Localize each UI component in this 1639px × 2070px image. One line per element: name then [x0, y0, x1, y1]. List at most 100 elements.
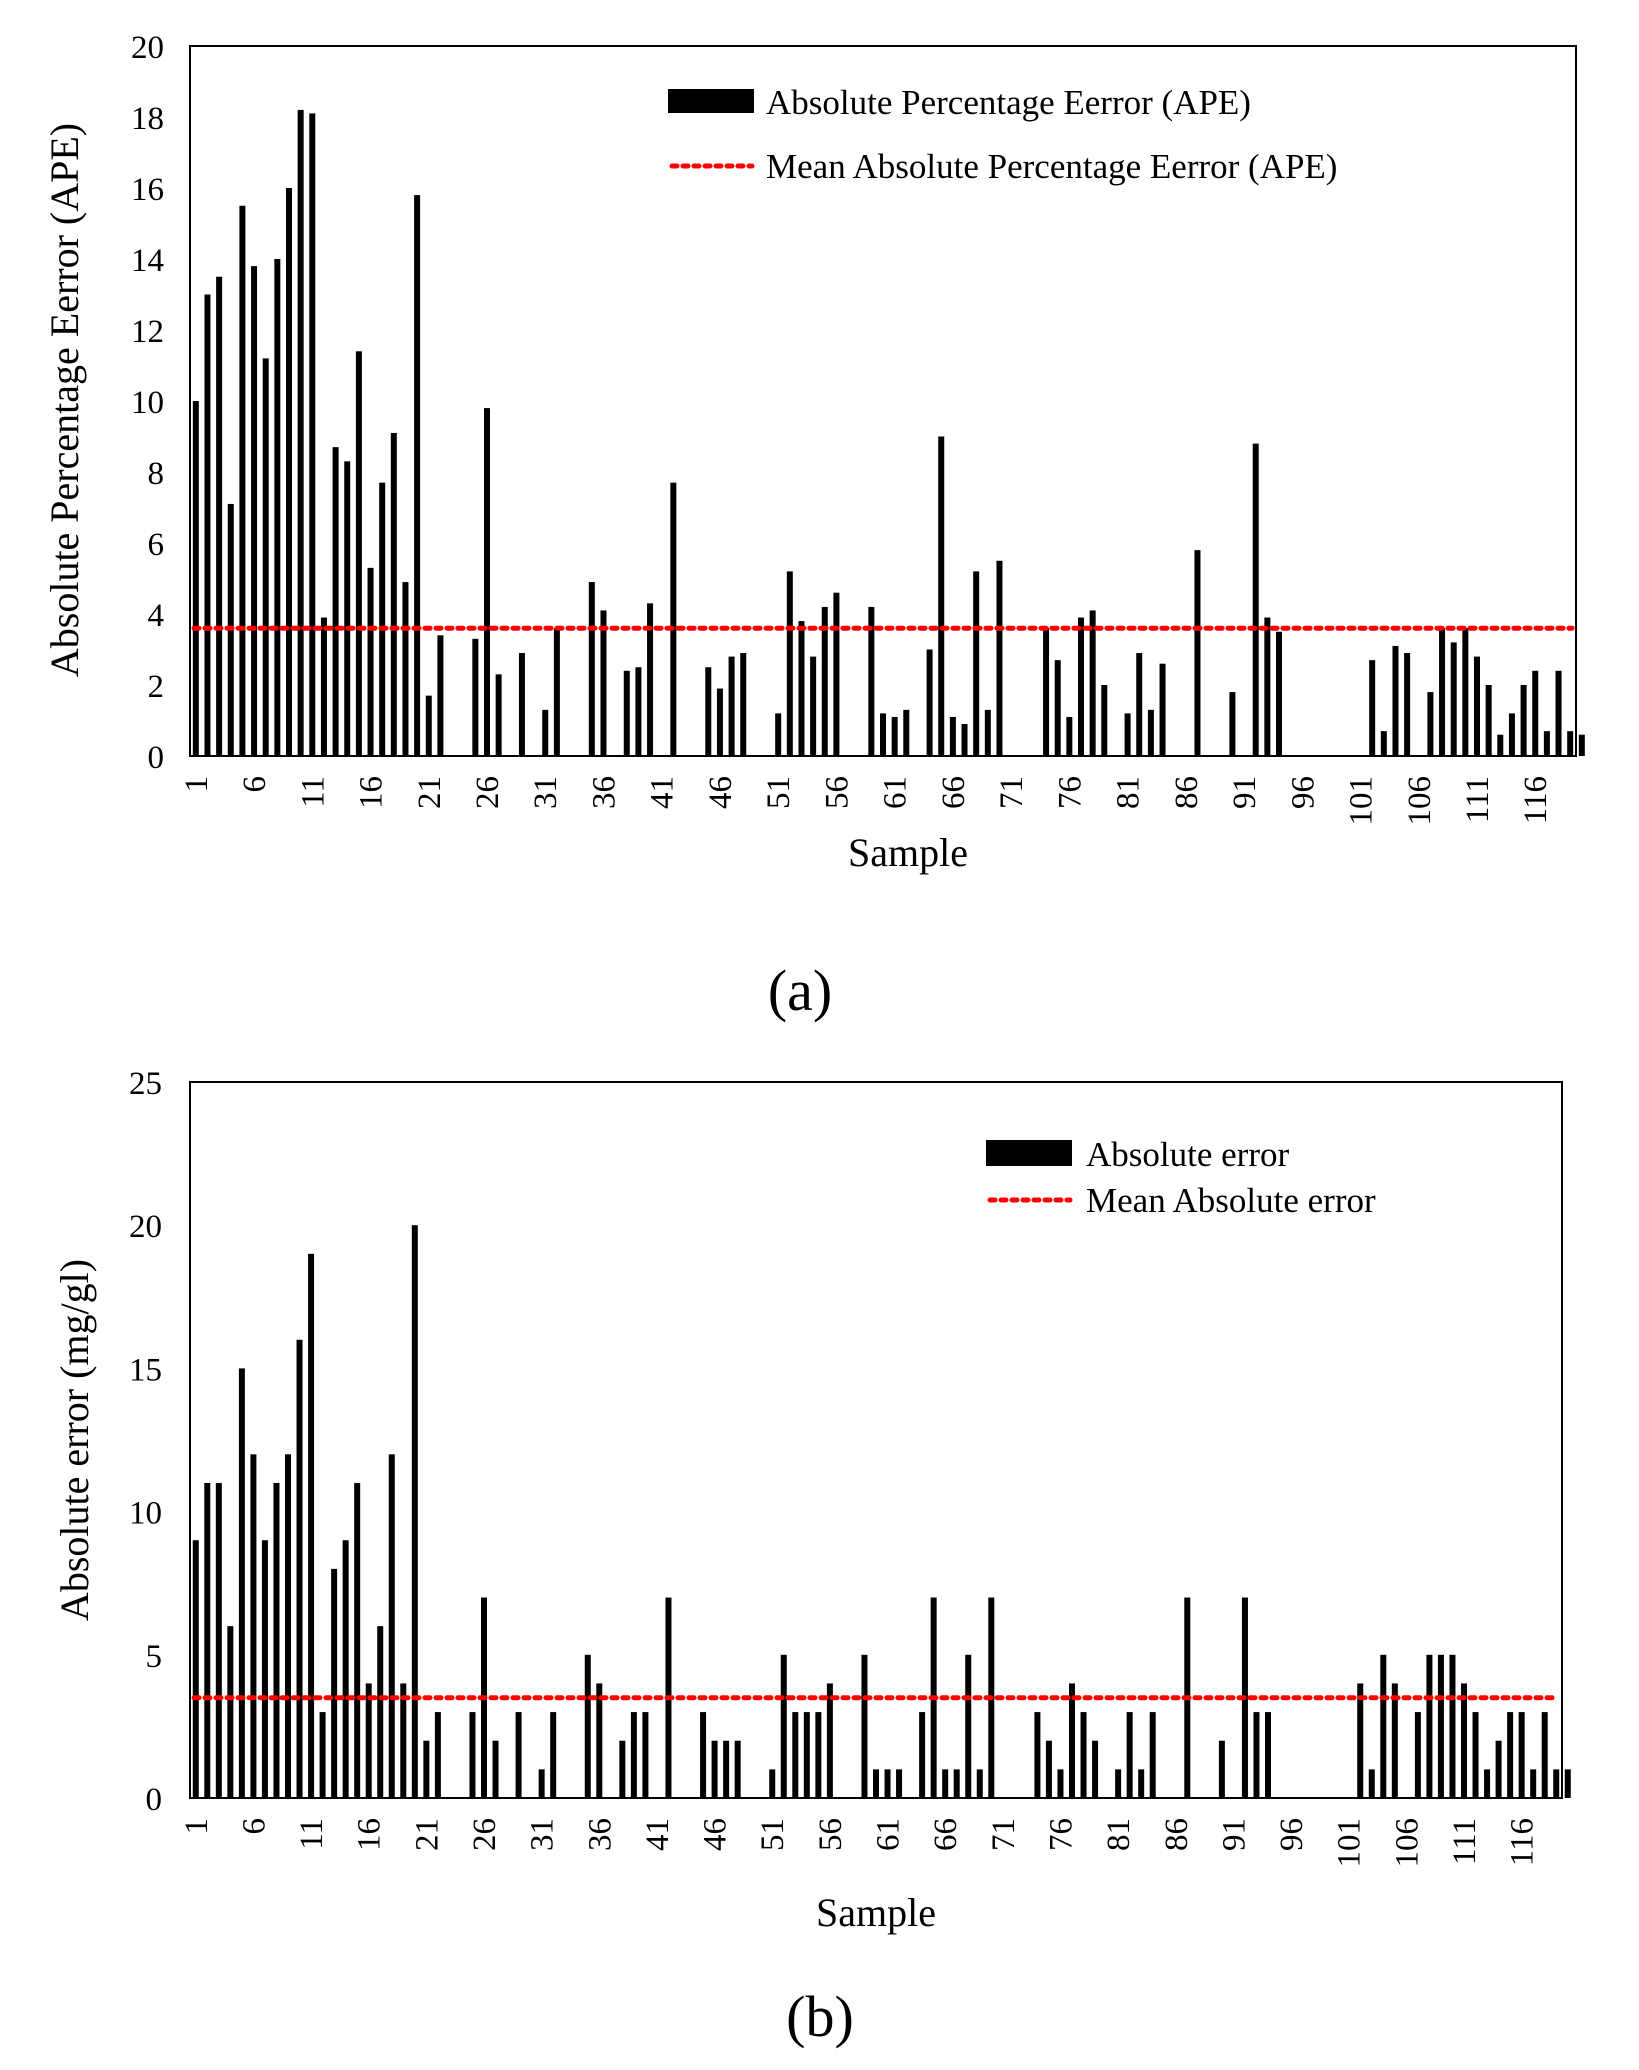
bar-a-8	[274, 259, 281, 756]
x-tick-label-b: 21	[409, 1818, 445, 1851]
bar-b-5	[238, 1368, 245, 1798]
bar-b-36	[596, 1683, 603, 1798]
y-axis-label-b: Absolute error (mg/gl)	[52, 1259, 97, 1621]
x-tick-label-b: 61	[871, 1818, 907, 1851]
bar-b-94	[1265, 1712, 1271, 1798]
bar-b-25	[469, 1712, 476, 1798]
y-tick-label-b: 5	[146, 1639, 163, 1675]
bar-a-119	[1567, 731, 1574, 756]
bar-b-39	[630, 1712, 637, 1798]
x-tick-label-a: 66	[936, 776, 972, 809]
bar-a-52	[786, 571, 793, 756]
bar-a-102	[1369, 660, 1376, 756]
bar-a-117	[1543, 731, 1550, 756]
bar-b-8	[273, 1482, 280, 1798]
x-axis-label-a: Sample	[848, 830, 968, 875]
bar-a-115	[1520, 685, 1527, 756]
x-tick-label-b: 106	[1389, 1818, 1425, 1868]
x-tick-label-a: 46	[703, 776, 739, 809]
legend-bar-swatch-a	[668, 89, 754, 113]
bar-b-56	[826, 1683, 833, 1798]
bar-b-66	[942, 1769, 949, 1798]
bar-b-62	[896, 1769, 903, 1798]
bar-b-117	[1530, 1769, 1537, 1798]
bar-a-120	[1578, 734, 1585, 756]
bar-b-6	[250, 1454, 257, 1798]
panel-label-a: (a)	[768, 958, 832, 1023]
x-axis-label-b: Sample	[816, 1890, 936, 1935]
bar-a-36	[600, 610, 607, 756]
bar-a-94	[1276, 631, 1282, 756]
x-tick-label-a: 101	[1344, 776, 1380, 826]
bar-b-21	[423, 1740, 430, 1798]
bar-a-111	[1474, 656, 1480, 756]
bar-b-13	[331, 1568, 338, 1798]
bar-a-103	[1380, 731, 1387, 756]
bar-a-62	[903, 709, 910, 756]
bar-a-79	[1101, 685, 1108, 756]
bar-a-54	[810, 656, 817, 756]
y-tick-label-a: 8	[148, 456, 165, 492]
bar-a-105	[1404, 653, 1411, 756]
bar-a-51	[775, 713, 782, 756]
y-tick-label-a: 4	[148, 598, 165, 634]
x-tick-label-a: 116	[1518, 776, 1554, 824]
bar-b-74	[1034, 1712, 1041, 1798]
bar-a-107	[1427, 692, 1434, 756]
x-tick-label-b: 91	[1216, 1818, 1252, 1851]
bar-a-55	[821, 606, 828, 756]
x-tick-label-b: 51	[755, 1818, 791, 1851]
bar-a-74	[1043, 628, 1050, 756]
x-tick-label-a: 111	[1460, 776, 1496, 823]
bar-b-48	[734, 1740, 741, 1798]
x-tick-label-b: 1	[179, 1818, 215, 1835]
bar-a-82	[1136, 653, 1143, 756]
bar-b-104	[1380, 1654, 1387, 1798]
bar-a-93	[1264, 617, 1271, 756]
bar-b-118	[1541, 1712, 1548, 1798]
bar-b-105	[1391, 1683, 1398, 1798]
bar-b-47	[723, 1740, 730, 1798]
bar-a-110	[1462, 628, 1469, 756]
legend-bar-label-b: Absolute error	[1086, 1135, 1289, 1174]
x-tick-label-b: 116	[1505, 1818, 1541, 1866]
x-tick-labels-b: 1 6 11 16 21 26 31 36 41 46 51 56 61 66 71 76 81 86 91 96 10…	[179, 1818, 1541, 1868]
y-tick-label-a: 6	[148, 527, 165, 563]
bar-a-48	[740, 653, 747, 756]
bar-b-114	[1495, 1740, 1502, 1798]
bar-b-46	[711, 1740, 718, 1798]
bar-a-6	[251, 266, 258, 756]
bar-b-81	[1115, 1769, 1122, 1798]
bar-b-32	[550, 1712, 557, 1798]
bar-a-114	[1508, 713, 1515, 756]
bar-b-18	[388, 1454, 395, 1798]
x-tick-label-a: 6	[237, 776, 273, 793]
bar-b-77	[1069, 1683, 1075, 1798]
bar-b-19	[400, 1683, 407, 1798]
bar-b-51	[769, 1769, 776, 1798]
bar-b-83	[1138, 1769, 1145, 1798]
bar-b-55	[815, 1712, 822, 1798]
y-tick-label-b: 15	[129, 1352, 162, 1388]
bar-b-12	[319, 1712, 326, 1798]
bar-b-93	[1253, 1712, 1260, 1798]
x-tick-label-a: 76	[1052, 776, 1088, 809]
bar-b-103	[1368, 1769, 1375, 1798]
y-tick-label-a: 20	[131, 30, 164, 66]
x-tick-labels-a: 1 6 11 16 21 26 31 36 41 46 51 56 61 66 71 76 81 86 91 96 10…	[179, 776, 1554, 826]
bar-a-60	[880, 713, 886, 756]
bar-a-45	[705, 667, 712, 756]
bar-b-111	[1461, 1683, 1467, 1798]
bar-b-16	[365, 1683, 372, 1798]
bar-b-68	[965, 1654, 972, 1798]
x-tick-label-b: 16	[352, 1818, 388, 1851]
x-tick-label-a: 36	[587, 776, 623, 809]
bar-b-90	[1218, 1740, 1225, 1798]
bar-a-113	[1497, 734, 1504, 756]
bar-b-17	[377, 1626, 384, 1798]
bar-b-7	[261, 1540, 268, 1798]
bar-a-69	[984, 709, 991, 756]
